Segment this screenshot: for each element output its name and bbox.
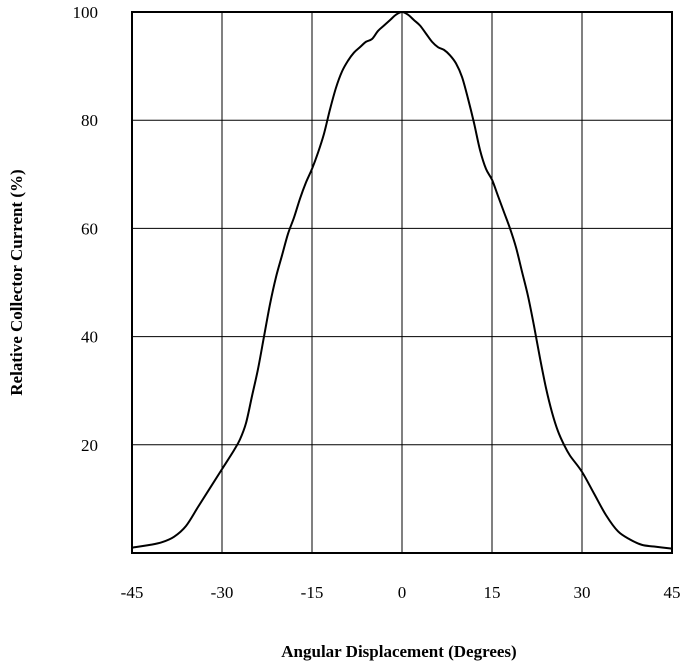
y-tick-label: 80 (81, 111, 98, 130)
grid (132, 12, 672, 553)
x-tick-label: -15 (301, 583, 324, 602)
y-tick-label: 40 (81, 328, 98, 347)
y-axis-ticks: 20 40 60 80 100 (73, 3, 99, 455)
y-tick-label: 20 (81, 436, 98, 455)
y-tick-label: 100 (73, 3, 99, 22)
y-tick-label: 60 (81, 219, 98, 238)
x-axis-ticks: -45 -30 -15 0 15 30 45 (121, 583, 681, 602)
x-tick-label: 30 (574, 583, 591, 602)
x-tick-label: 15 (484, 583, 501, 602)
x-tick-label: -45 (121, 583, 144, 602)
plot-frame (131, 11, 673, 554)
x-tick-label: -30 (211, 583, 234, 602)
x-tick-label: 45 (664, 583, 681, 602)
x-tick-label: 0 (398, 583, 407, 602)
y-axis-title: Relative Collector Current (%) (7, 169, 26, 395)
x-axis-title: Angular Displacement (Degrees) (281, 642, 516, 661)
